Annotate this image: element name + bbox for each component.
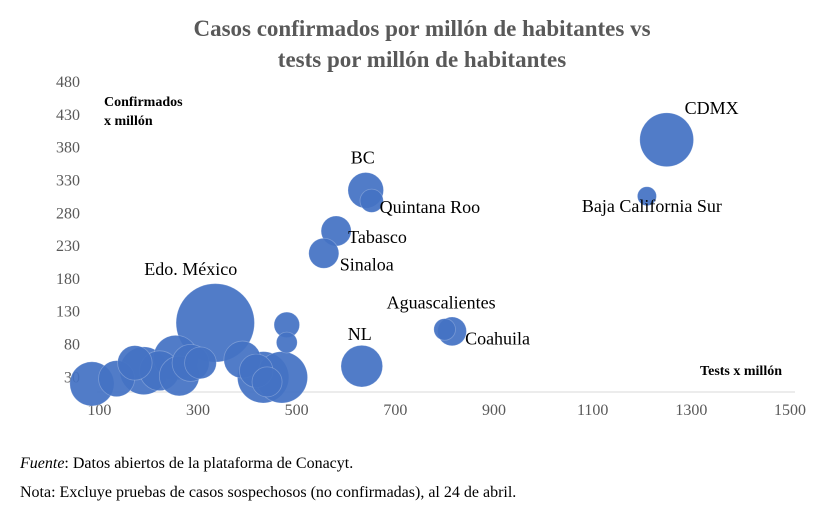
y-tick-label: 130 <box>56 304 80 321</box>
y-tick-label: 480 <box>56 74 80 91</box>
y-tick-label: 330 <box>56 172 80 189</box>
point-label: Edo. México <box>144 259 237 279</box>
x-tick-label: 1500 <box>774 402 806 419</box>
y-axis-title-line-1: Confirmados <box>104 95 183 110</box>
y-tick-label: 430 <box>56 107 80 124</box>
chart-title-line-2: tests por millón de habitantes <box>278 47 566 72</box>
bubble-point <box>433 318 456 341</box>
y-tick-label: 230 <box>56 238 80 255</box>
point-label: Quintana Roo <box>380 197 481 217</box>
point-label: Aguascalientes <box>387 292 496 312</box>
bubble-point <box>340 344 384 388</box>
x-tick-label: 1300 <box>675 402 707 419</box>
x-tick-label: 1100 <box>577 402 608 419</box>
source-text: : Datos abiertos de la plataforma de Con… <box>64 455 354 472</box>
y-axis-ticks: 3080130180230280330380430480 <box>56 74 80 386</box>
x-tick-label: 900 <box>482 402 506 419</box>
y-tick-label: 80 <box>64 337 80 354</box>
point-label: Baja California Sur <box>582 196 722 216</box>
point-labels: CDMX Baja California Sur BC Quintana Roo Tab… <box>144 98 738 349</box>
x-tick-label: 500 <box>285 402 309 419</box>
point-label: Sinaloa <box>340 254 394 274</box>
x-tick-label: 700 <box>383 402 407 419</box>
bubble-point <box>639 112 694 168</box>
source-label: Fuente <box>20 455 65 472</box>
y-tick-label: 180 <box>56 271 80 288</box>
bubble-point <box>117 345 153 381</box>
point-label: Coahuila <box>465 328 530 348</box>
point-label: CDMX <box>685 98 739 118</box>
point-label: BC <box>351 147 375 167</box>
bubble-point <box>308 237 340 269</box>
bubble-point <box>184 346 217 380</box>
point-label: NL <box>348 324 372 344</box>
source-footnote: Fuente: Datos abiertos de la plataforma … <box>20 455 353 473</box>
y-tick-label: 380 <box>56 140 80 157</box>
bubble-point <box>275 331 298 354</box>
x-axis-title: Tests x millón <box>700 364 782 379</box>
y-tick-label: 280 <box>56 205 80 222</box>
bubble-chart: Casos confirmados por millón de habitant… <box>56 16 806 419</box>
x-axis-ticks: 100 300 500 700 900 1100 1300 1500 <box>87 402 806 419</box>
bubble-point <box>359 188 384 213</box>
x-tick-label: 100 <box>87 402 111 419</box>
bubble-series <box>69 112 694 407</box>
y-axis-title-line-2: x millón <box>104 114 153 129</box>
bubble-point <box>251 366 283 398</box>
chart-title-line-1: Casos confirmados por millón de habitant… <box>193 16 650 41</box>
x-tick-label: 300 <box>186 402 210 419</box>
bubble-point <box>637 186 657 207</box>
point-label: Tabasco <box>348 227 407 247</box>
note-footnote: Nota: Excluye pruebas de casos sospechos… <box>20 484 517 501</box>
